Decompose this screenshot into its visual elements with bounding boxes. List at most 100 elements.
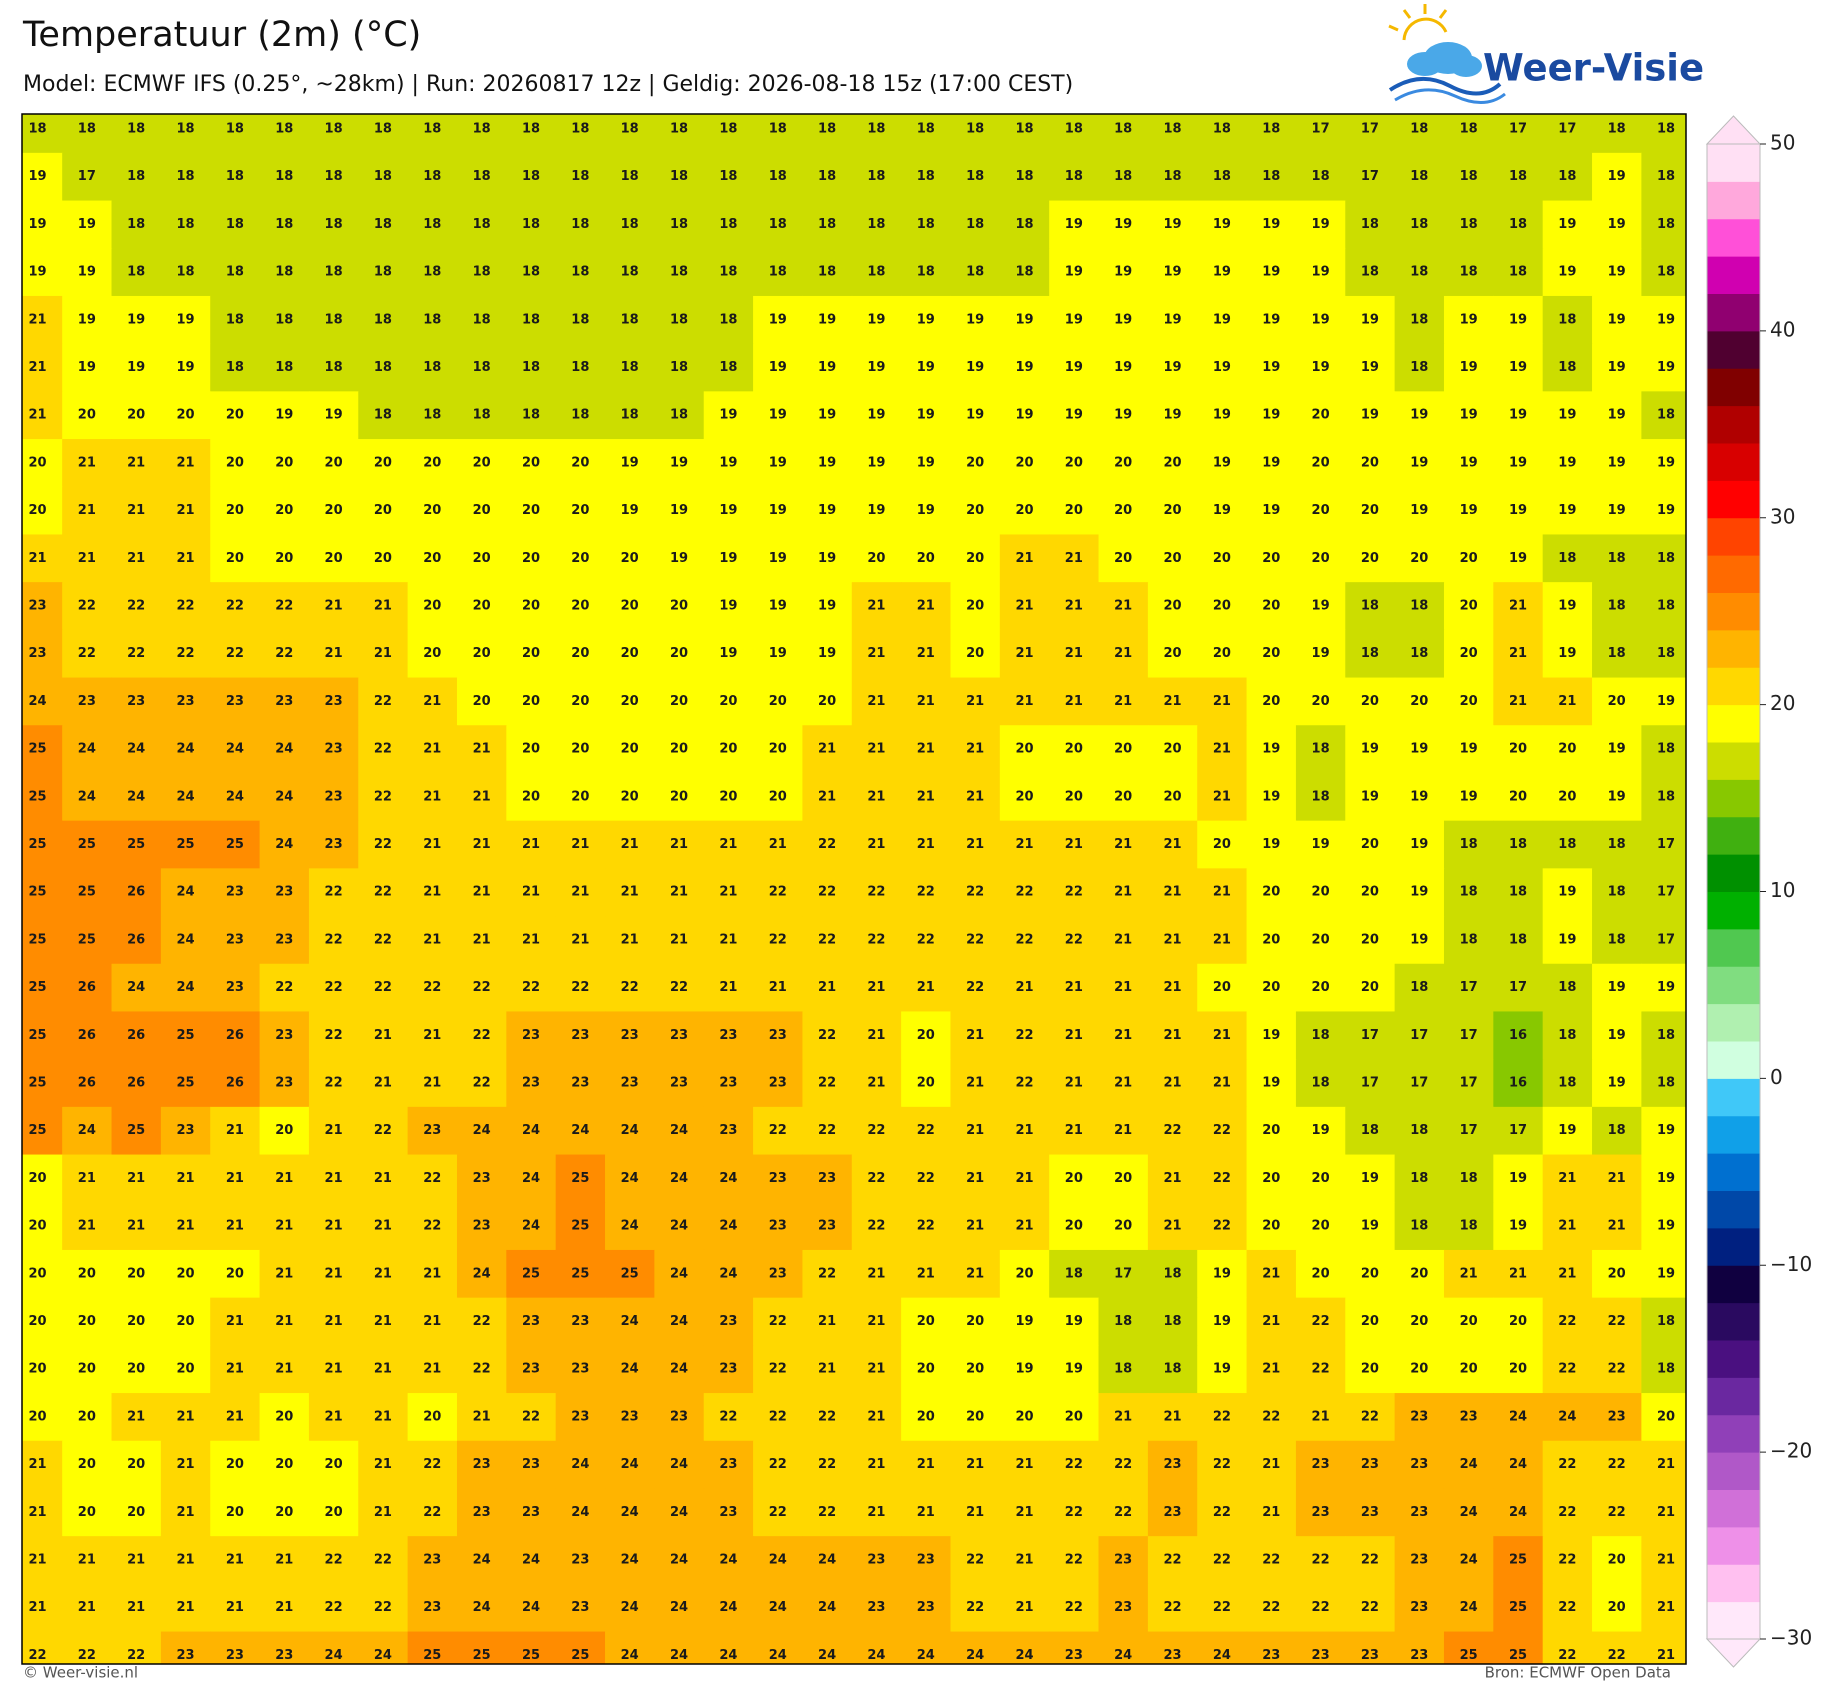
temperature-cell bbox=[901, 1106, 952, 1156]
temperature-label: 24 bbox=[1460, 1457, 1478, 1472]
temperature-cell bbox=[703, 1440, 754, 1490]
colorbar-band bbox=[1707, 592, 1760, 631]
temperature-cell bbox=[358, 677, 409, 726]
temperature-cell bbox=[654, 582, 705, 631]
footer-source: Bron: ECMWF Open Data bbox=[1485, 1664, 1671, 1681]
temperature-label: 21 bbox=[867, 980, 885, 995]
temperature-label: 21 bbox=[423, 837, 441, 852]
temperature-cell bbox=[1147, 534, 1198, 583]
temperature-label: 20 bbox=[1361, 1266, 1379, 1281]
sun-ray bbox=[1388, 24, 1399, 32]
temperature-label: 21 bbox=[1213, 1076, 1231, 1091]
temperature-cell bbox=[851, 439, 902, 488]
temperature-label: 20 bbox=[127, 408, 145, 423]
colorbar-arrow-bottom bbox=[1705, 1638, 1762, 1668]
temperature-label: 25 bbox=[28, 980, 46, 995]
temperature-cell bbox=[62, 1631, 113, 1664]
temperature-cell bbox=[1098, 1440, 1149, 1490]
temperature-label: 20 bbox=[1065, 742, 1083, 757]
temperature-label: 21 bbox=[28, 1457, 46, 1472]
temperature-label: 21 bbox=[325, 1314, 343, 1329]
temperature-label: 18 bbox=[473, 408, 491, 423]
temperature-label: 24 bbox=[473, 1123, 491, 1138]
temperature-cell bbox=[950, 772, 1001, 822]
temperature-cell bbox=[1098, 295, 1149, 345]
temperature-cell bbox=[802, 725, 853, 774]
colorbar-band bbox=[1707, 1526, 1760, 1565]
temperature-label: 21 bbox=[473, 885, 491, 900]
temperature-cell bbox=[1246, 114, 1297, 154]
temperature-label: 19 bbox=[1164, 265, 1182, 280]
temperature-label: 21 bbox=[325, 1171, 343, 1186]
temperature-label: 19 bbox=[1213, 503, 1231, 518]
temperature-cell bbox=[605, 486, 655, 536]
temperature-label: 18 bbox=[226, 265, 244, 280]
temperature-cell bbox=[1197, 248, 1248, 297]
temperature-cell bbox=[999, 868, 1050, 917]
temperature-cell bbox=[654, 114, 705, 154]
temperature-label: 20 bbox=[966, 551, 984, 566]
temperature-cell bbox=[456, 1106, 507, 1156]
temperature-label: 19 bbox=[670, 551, 688, 566]
temperature-cell bbox=[1443, 1345, 1494, 1394]
temperature-cell bbox=[1197, 391, 1248, 440]
temperature-label: 18 bbox=[818, 122, 836, 137]
temperature-label: 19 bbox=[1608, 980, 1626, 995]
temperature-cell bbox=[802, 868, 853, 917]
temperature-cell bbox=[308, 1059, 359, 1108]
temperature-cell bbox=[358, 486, 409, 536]
temperature-cell bbox=[22, 1297, 63, 1346]
temperature-label: 22 bbox=[226, 599, 244, 614]
temperature-cell bbox=[851, 248, 902, 297]
temperature-cell bbox=[1049, 200, 1100, 249]
temperature-cell bbox=[1394, 1011, 1445, 1060]
temperature-cell bbox=[1197, 114, 1248, 154]
temperature-cell bbox=[1443, 248, 1494, 297]
temperature-label: 18 bbox=[473, 122, 491, 137]
temperature-cell bbox=[851, 1154, 902, 1203]
temperature-label: 21 bbox=[1262, 1362, 1280, 1377]
temperature-label: 19 bbox=[1410, 789, 1428, 804]
temperature-cell bbox=[111, 343, 162, 392]
temperature-label: 24 bbox=[670, 1648, 688, 1663]
temperature-label: 20 bbox=[719, 789, 737, 804]
temperature-label: 21 bbox=[818, 742, 836, 757]
temperature-label: 20 bbox=[1558, 789, 1576, 804]
temperature-cell bbox=[1493, 114, 1544, 154]
temperature-cell bbox=[1641, 248, 1686, 297]
temperature-cell bbox=[1641, 1536, 1686, 1585]
temperature-cell bbox=[506, 1488, 557, 1537]
temperature-cell bbox=[1345, 1011, 1396, 1060]
temperature-label: 21 bbox=[1015, 980, 1033, 995]
temperature-cell bbox=[555, 582, 606, 631]
temperature-cell bbox=[1049, 1249, 1100, 1299]
temperature-label: 18 bbox=[1213, 169, 1231, 184]
temperature-label: 21 bbox=[423, 1362, 441, 1377]
temperature-label: 22 bbox=[1608, 1505, 1626, 1520]
temperature-cell bbox=[999, 1393, 1050, 1442]
temperature-cell bbox=[1246, 820, 1297, 869]
temperature-cell bbox=[1295, 1440, 1346, 1490]
temperature-label: 21 bbox=[1015, 1553, 1033, 1568]
temperature-cell bbox=[407, 200, 458, 249]
temperature-label: 18 bbox=[1558, 980, 1576, 995]
temperature-label: 24 bbox=[621, 1171, 639, 1186]
temperature-cell bbox=[950, 152, 1001, 202]
temperature-label: 23 bbox=[28, 646, 46, 661]
temperature-label: 20 bbox=[1213, 837, 1231, 852]
temperature-cell bbox=[753, 200, 804, 249]
temperature-label: 21 bbox=[423, 1028, 441, 1043]
temperature-label: 19 bbox=[719, 503, 737, 518]
temperature-label: 21 bbox=[275, 1171, 293, 1186]
temperature-label: 21 bbox=[966, 837, 984, 852]
temperature-cell bbox=[605, 439, 655, 488]
temperature-cell bbox=[950, 1106, 1001, 1156]
temperature-label: 21 bbox=[1114, 1028, 1132, 1043]
temperature-label: 21 bbox=[1213, 932, 1231, 947]
temperature-cell bbox=[1443, 343, 1494, 392]
temperature-label: 23 bbox=[473, 1219, 491, 1234]
temperature-cell bbox=[111, 1154, 162, 1203]
temperature-cell bbox=[358, 391, 409, 440]
temperature-label: 19 bbox=[621, 503, 639, 518]
temperature-label: 23 bbox=[719, 1314, 737, 1329]
